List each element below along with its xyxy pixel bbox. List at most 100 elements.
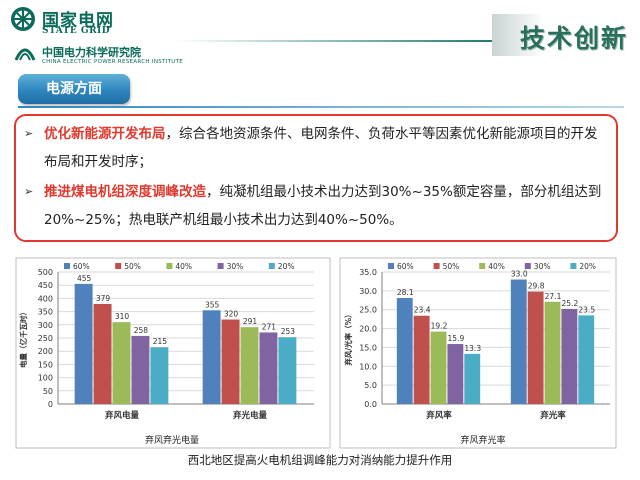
bar bbox=[93, 303, 112, 404]
data-label: 28.1 bbox=[397, 288, 414, 297]
bar bbox=[561, 308, 578, 404]
legend-label: 60% bbox=[73, 262, 90, 271]
bullet-box: ➢ 优化新能源开发布局，综合各地资源条件、电网条件、负荷水平等因素优化新能源项目… bbox=[14, 114, 618, 242]
data-label: 253 bbox=[281, 327, 296, 336]
legend-label: 30% bbox=[227, 262, 244, 271]
legend-swatch bbox=[570, 263, 577, 269]
y-tick-label: 350 bbox=[38, 308, 53, 317]
institute-logo-icon bbox=[14, 48, 36, 61]
y-tick-label: 300 bbox=[38, 321, 53, 330]
data-label: 29.8 bbox=[528, 282, 545, 291]
y-tick-label: 450 bbox=[38, 281, 53, 290]
chart-title: 弃风弃光率 bbox=[460, 434, 505, 446]
y-tick-label: 200 bbox=[38, 347, 53, 356]
data-label: 27.1 bbox=[545, 292, 562, 301]
org-name-en: STATE GRID bbox=[42, 26, 111, 36]
data-label: 15.9 bbox=[448, 334, 465, 343]
legend-swatch bbox=[433, 263, 440, 269]
legend-label: 50% bbox=[443, 262, 460, 271]
y-tick-label: 0 bbox=[48, 400, 53, 409]
data-label: 320 bbox=[224, 310, 239, 319]
legend-swatch bbox=[524, 263, 531, 269]
legend-label: 20% bbox=[579, 262, 596, 271]
y-tick-label: 15.0 bbox=[359, 343, 377, 352]
bullet-text: ，纯凝机组最小技术出力达到30%~35%额定容量，部分机组达到20%~25%；热… bbox=[44, 184, 602, 228]
bullet-highlight: 优化新能源开发布局 bbox=[44, 126, 166, 142]
y-tick-label: 5.0 bbox=[364, 381, 377, 390]
x-tick-label: 弃光率 bbox=[539, 410, 566, 421]
institute-name-en: CHINA ELECTRIC POWER RESEARCH INSTITUTE bbox=[42, 59, 184, 65]
bullet-text: ，综合各地资源条件、电网条件、负荷水平等因素优化新能源项目的开发布局和开发时序； bbox=[44, 126, 598, 170]
y-tick-label: 20.0 bbox=[359, 325, 377, 334]
bar bbox=[202, 310, 221, 404]
bar bbox=[240, 327, 259, 404]
bar bbox=[74, 283, 93, 404]
legend-swatch bbox=[268, 263, 275, 269]
bullet-highlight: 推进煤电机组深度调峰改造 bbox=[44, 184, 206, 200]
y-tick-label: 100 bbox=[38, 374, 53, 383]
institute-name-cn: 中国电力科学研究院 bbox=[42, 46, 141, 59]
bar bbox=[131, 335, 150, 404]
bar bbox=[447, 344, 464, 404]
data-label: 310 bbox=[115, 312, 130, 321]
bar bbox=[527, 291, 544, 404]
legend-swatch bbox=[166, 263, 173, 269]
data-label: 25.2 bbox=[562, 299, 579, 308]
x-tick-label: 弃光电量 bbox=[232, 410, 268, 421]
y-tick-label: 25.0 bbox=[359, 306, 377, 315]
legend-label: 40% bbox=[488, 262, 505, 271]
charts-area: 0 50 100 150 200 250 300 350 400 450 500 电量（亿千瓦时） 45… bbox=[15, 257, 617, 449]
y-tick-label: 50 bbox=[43, 387, 53, 396]
y-tick-label: 0.0 bbox=[364, 400, 377, 409]
chart-frame bbox=[15, 257, 331, 449]
state-grid-logo-icon bbox=[11, 7, 35, 31]
section-divider bbox=[18, 106, 624, 108]
y-tick-label: 150 bbox=[38, 360, 53, 369]
data-label: 33.0 bbox=[511, 270, 528, 279]
figure-caption: 西北地区提高火电机组调峰能力对消纳能力提升作用 bbox=[187, 453, 453, 467]
page-title: 技术创新 bbox=[519, 24, 628, 53]
data-label: 455 bbox=[77, 274, 92, 283]
y-tick-label: 250 bbox=[38, 334, 53, 343]
bullet-item: ➢ 推进煤电机组深度调峰改造，纯凝机组最小技术出力达到30%~35%额定容量，部… bbox=[24, 178, 604, 234]
data-label: 23.4 bbox=[414, 306, 431, 315]
bar bbox=[259, 332, 278, 404]
data-label: 355 bbox=[205, 300, 220, 309]
bullet-item: ➢ 优化新能源开发布局，综合各地资源条件、电网条件、负荷水平等因素优化新能源项目… bbox=[24, 120, 604, 176]
y-tick-label: 400 bbox=[38, 294, 53, 303]
y-tick-label: 35.0 bbox=[359, 268, 377, 277]
legend-swatch bbox=[64, 263, 70, 269]
section-tab: 电源方面 bbox=[18, 74, 130, 104]
data-label: 271 bbox=[262, 322, 277, 331]
y-tick-label: 30.0 bbox=[359, 287, 377, 296]
bar bbox=[413, 315, 430, 404]
legend-swatch bbox=[479, 263, 486, 269]
bar bbox=[544, 301, 561, 404]
chart-title: 弃风弃光电量 bbox=[145, 434, 199, 446]
legend-label: 40% bbox=[175, 262, 192, 271]
bar bbox=[430, 331, 447, 404]
org-name-cn: 国家电网 bbox=[42, 11, 114, 31]
data-label: 258 bbox=[134, 326, 149, 335]
y-tick-label: 10.0 bbox=[359, 362, 377, 371]
legend-label: 30% bbox=[534, 262, 551, 271]
bar bbox=[112, 322, 131, 404]
bar bbox=[278, 337, 297, 404]
legend-swatch bbox=[217, 263, 224, 269]
bar bbox=[221, 319, 240, 404]
data-label: 19.2 bbox=[431, 322, 448, 331]
legend-label: 20% bbox=[278, 262, 295, 271]
arrow-bullet-icon: ➢ bbox=[24, 127, 34, 140]
legend-swatch bbox=[115, 263, 122, 269]
bar bbox=[396, 298, 413, 404]
bar bbox=[578, 315, 595, 404]
legend-label: 50% bbox=[124, 262, 141, 271]
y-axis-label: 电量（亿千瓦时） bbox=[18, 308, 28, 368]
legend-label: 60% bbox=[397, 262, 414, 271]
y-axis-label: 弃风/光率（%） bbox=[343, 310, 353, 365]
data-label: 23.5 bbox=[578, 305, 595, 314]
data-label: 215 bbox=[153, 337, 168, 346]
header-divider bbox=[175, 40, 495, 42]
bar bbox=[150, 347, 169, 404]
title-banner: 技术创新 bbox=[492, 14, 640, 56]
